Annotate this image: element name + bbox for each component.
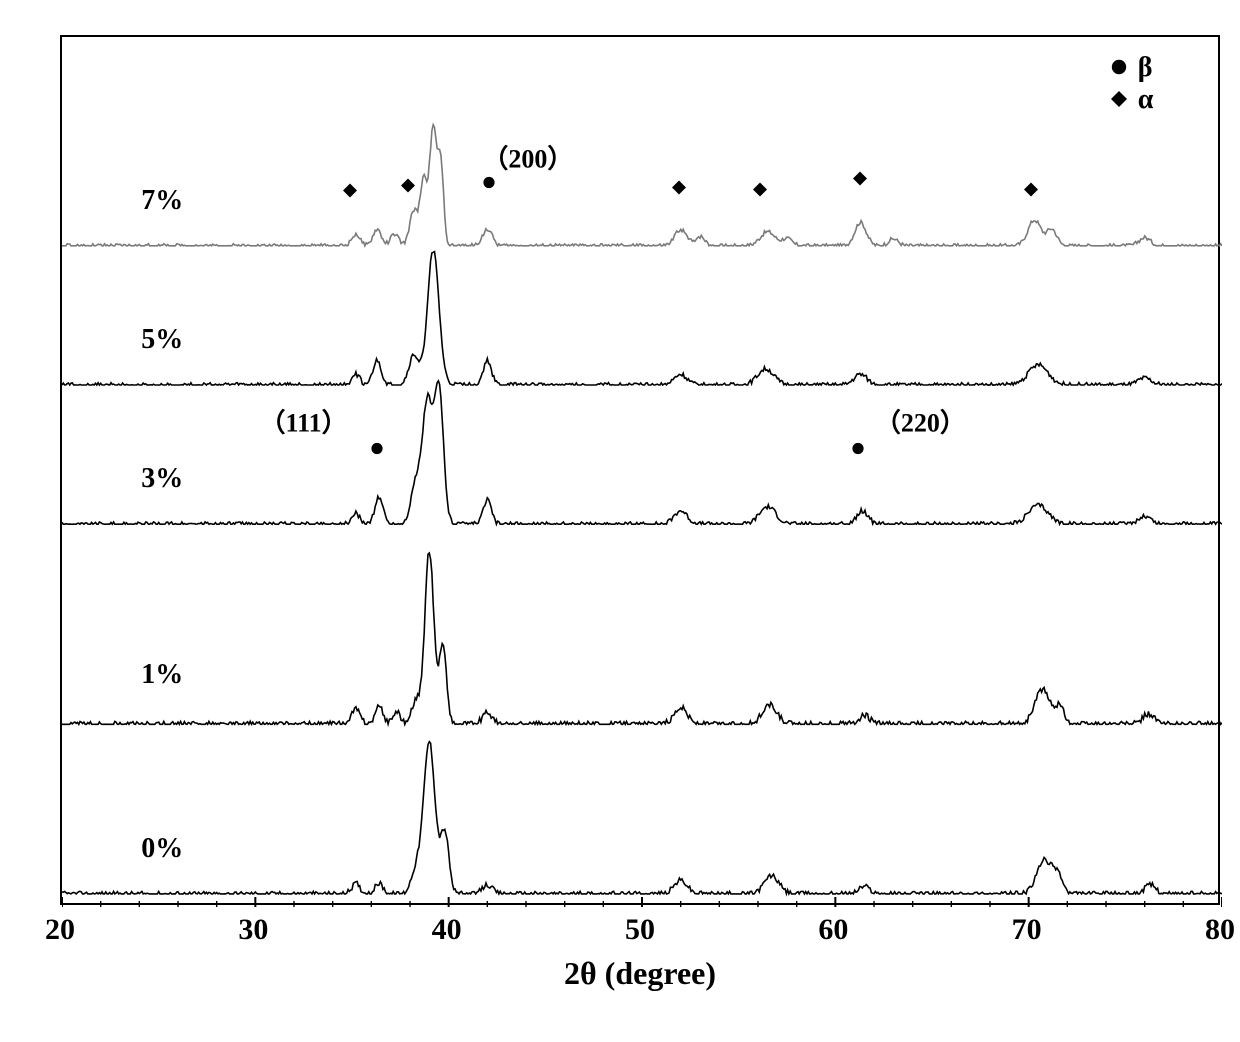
annotation-1: （111） bbox=[260, 403, 348, 440]
legend-label: β bbox=[1138, 52, 1153, 84]
annotation-0: （200） bbox=[482, 138, 573, 175]
trace-t0 bbox=[62, 742, 1222, 894]
alpha-marker-icon bbox=[852, 171, 868, 192]
trace-label-t5: 5% bbox=[141, 324, 183, 356]
alpha-marker-icon bbox=[400, 178, 416, 199]
x-tick-30: 30 bbox=[238, 913, 268, 947]
alpha-marker-icon bbox=[752, 181, 768, 202]
trace-t1 bbox=[62, 553, 1222, 724]
trace-t5 bbox=[62, 252, 1222, 385]
beta-marker-icon bbox=[1110, 52, 1128, 84]
trace-t7 bbox=[62, 125, 1222, 246]
x-tick-80: 80 bbox=[1205, 913, 1235, 947]
alpha-marker-icon bbox=[1110, 84, 1128, 116]
trace-label-t7: 7% bbox=[141, 185, 183, 217]
trace-label-t1: 1% bbox=[141, 659, 183, 691]
chart-svg bbox=[62, 37, 1222, 907]
xrd-stacked-chart: 0%1%3%5%7%203040506070802θ (degree)（200）… bbox=[10, 10, 1230, 1032]
alpha-marker-icon bbox=[1023, 181, 1039, 202]
trace-label-t0: 0% bbox=[141, 833, 183, 865]
beta-marker-icon bbox=[851, 441, 865, 460]
legend-item-α: α bbox=[1110, 84, 1154, 116]
x-axis-title: 2θ (degree) bbox=[564, 955, 716, 992]
legend-item-β: β bbox=[1110, 52, 1154, 84]
plot-area bbox=[60, 35, 1220, 905]
x-tick-50: 50 bbox=[625, 913, 655, 947]
beta-marker-icon bbox=[370, 441, 384, 460]
trace-label-t3: 3% bbox=[141, 463, 183, 495]
annotation-2: （220） bbox=[875, 403, 966, 440]
beta-marker-icon bbox=[482, 175, 496, 194]
alpha-marker-icon bbox=[342, 183, 358, 204]
x-tick-60: 60 bbox=[818, 913, 848, 947]
legend: βα bbox=[1110, 52, 1154, 116]
trace-t3 bbox=[62, 381, 1222, 524]
legend-label: α bbox=[1138, 84, 1154, 116]
alpha-marker-icon bbox=[671, 179, 687, 200]
x-tick-70: 70 bbox=[1012, 913, 1042, 947]
x-tick-20: 20 bbox=[45, 913, 75, 947]
x-tick-40: 40 bbox=[432, 913, 462, 947]
